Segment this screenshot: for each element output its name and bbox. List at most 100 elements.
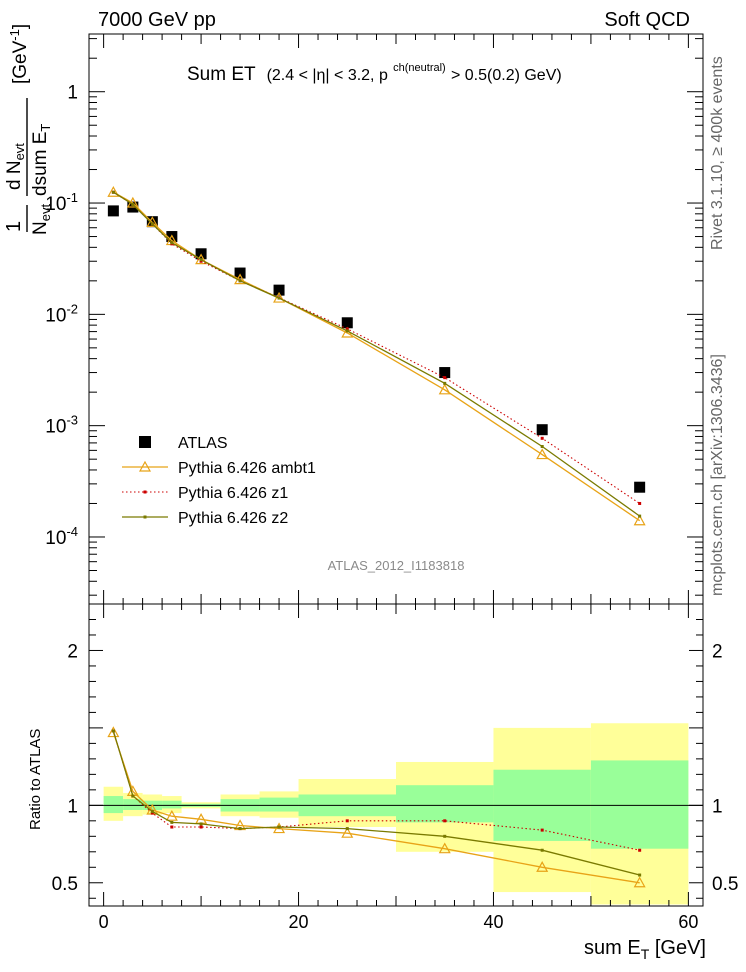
ratio-point-z1-10 [638,848,642,852]
main-point-z2-9 [540,444,544,448]
legend-marker-z1 [143,490,147,494]
analysis-watermark: ATLAS_2012_I1183818 [328,558,465,573]
main-y-tick-label-4: 10-4 [45,524,78,549]
x-axis-label: sum ET [GeV] [584,937,706,962]
main-point-z2-4 [199,258,203,262]
main-point-z1-4 [199,259,203,263]
main-point-z2-6 [277,296,281,300]
ratio-y-tick-label-l-0.5: 0.5 [52,874,78,895]
band-inner-6 [259,797,299,812]
ratio-point-z2-3 [170,820,174,824]
legend: ATLAS Pythia 6.426 ambt1 Pythia 6.426 z1… [122,435,316,527]
main-point-z1-7 [345,327,349,331]
x-tick-label-20: 20 [289,912,309,932]
ratio-point-ambt1-3 [165,809,178,821]
main-point-z1-8 [443,376,447,380]
rivet-label: Rivet 3.1.10, ≥ 400k events [709,56,726,250]
xlabel-main: sum E [584,937,641,959]
title-cut-a: (2.4 < |η| < 3.2, p [267,67,388,84]
ratio-y-tick-label-r-1: 1 [712,796,723,817]
main-point-ambt1-10 [633,514,646,526]
ratio-y-tick-label-r-0.5: 0.5 [712,874,738,895]
band-inner-3 [162,800,182,809]
ratio-point-z2-1 [131,794,135,798]
ratio-point-z2-6 [277,825,281,829]
band-inner-0 [103,796,124,814]
main-point-z1-10 [638,501,642,505]
title-cut-b: > 0.5(0.2) GeV) [451,67,562,84]
xlabel-sub: T [641,946,650,962]
ratio-point-ambt1-10 [633,876,646,888]
legend-label-z2: Pythia 6.426 z2 [178,510,288,527]
main-point-data-10 [634,481,646,493]
ratio-point-z2-4 [199,822,203,826]
ylabel-dsum: dsum ET [30,124,53,196]
ratio-point-z2-8 [443,834,447,838]
ratio-point-z1-8 [443,819,447,823]
title-main: Sum ET [187,64,256,85]
ratio-point-z1-2 [150,811,154,815]
main-plot [107,186,646,526]
ratio-line-ambt1 [112,732,640,884]
ratio-point-z2-10 [638,873,642,877]
band-inner-8 [396,785,494,823]
x-tick-label-60: 60 [678,912,698,932]
legend-marker-z2 [143,515,147,519]
main-point-ambt1-0 [107,186,120,197]
main-point-z2-1 [131,203,135,207]
mcplots-label: mcplots.cern.ch [arXiv:1306.3436] [709,354,726,596]
ratio-y-tick-label-l-1: 1 [67,796,78,817]
ratio-point-z2-5 [238,827,242,831]
ratio-point-ambt1-0 [107,726,120,738]
ratio-point-ambt1-8 [438,842,451,854]
main-point-z2-10 [638,514,642,518]
legend-marker-atlas [139,436,151,448]
main-y-tick-label-3: 10-3 [45,413,78,438]
ylabel-unit: [GeV-1] [7,24,31,84]
ratio-point-z1-3 [170,825,174,829]
band-inner-10 [590,760,689,849]
ratio-point-z1-4 [199,825,203,829]
ratio-point-ambt1-7 [341,826,354,838]
main-point-z2-7 [345,329,349,333]
main-point-data-9 [536,424,548,436]
ratio-y-tick-label-l-2: 2 [67,641,78,662]
band-inner-1 [123,799,143,810]
legend-label-atlas: ATLAS [178,435,228,452]
ratio-point-z2-7 [345,827,349,831]
main-point-data-0 [107,205,119,217]
main-point-z2-2 [150,222,154,226]
ylabel-one: 1 [3,221,25,232]
main-point-ambt1-9 [536,448,549,460]
ratio-point-z2-9 [540,848,544,852]
ratio-point-ambt1-9 [536,861,549,872]
main-y-tick-label-2: 10-2 [45,301,78,326]
main-point-z2-8 [443,381,447,385]
main-point-data-7 [341,317,353,329]
legend-label-ambt1: Pythia 6.426 ambt1 [178,460,316,477]
main-point-z1-9 [540,436,544,440]
main-point-data-8 [439,367,451,379]
ratio-point-z2-0 [111,729,115,733]
header-left: 7000 GeV pp [98,9,216,31]
axes: 0 20 40 60 1 10-1 10-2 10-3 10-4 0.5 0.5 1 1 2 2 [45,33,738,932]
main-point-ambt1-8 [438,383,451,395]
main-y-tick-label-0: 1 [67,83,78,104]
main-point-z2-3 [170,241,174,245]
ratio-bands [89,723,703,905]
ylabel-dnevt: d Nevt [4,143,27,190]
main-y-tick-label-1: 10-1 [45,190,78,215]
ratio-point-z2-2 [150,810,154,814]
ratio-y-axis-label: Ratio to ATLAS [27,729,44,830]
ratio-y-tick-label-r-2: 2 [712,641,723,662]
main-line-z1 [113,191,641,504]
main-point-data-5 [234,267,246,279]
main-point-z2-0 [111,190,115,194]
legend-label-z1: Pythia 6.426 z1 [178,485,288,502]
title-sup: ch(neutral) [393,62,446,74]
main-point-z2-5 [238,279,242,283]
x-tick-label-40: 40 [483,912,503,932]
ratio-line-z1 [112,730,640,851]
main-point-data-6 [273,284,285,296]
